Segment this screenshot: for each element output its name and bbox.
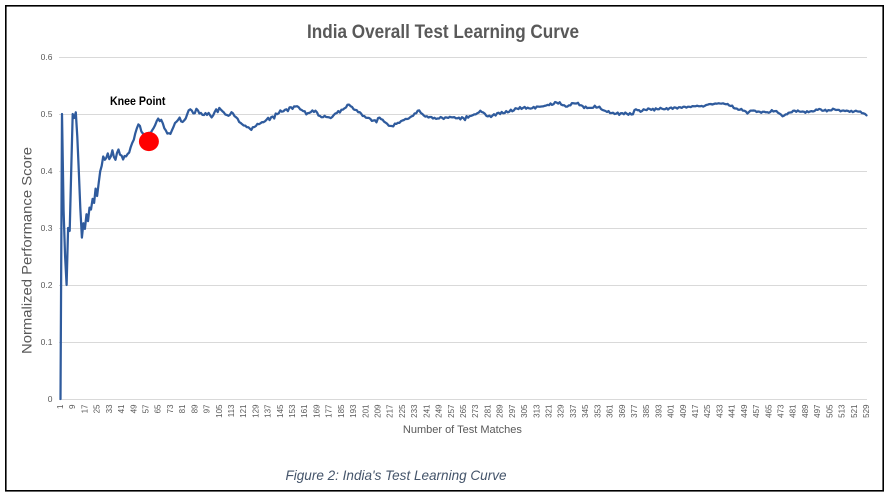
svg-text:17: 17	[80, 404, 89, 413]
svg-text:0.2: 0.2	[41, 280, 53, 290]
svg-text:265: 265	[459, 404, 468, 418]
svg-text:465: 465	[764, 404, 773, 418]
svg-text:89: 89	[190, 404, 199, 413]
svg-text:0.5: 0.5	[41, 109, 53, 119]
svg-text:345: 345	[581, 404, 590, 418]
svg-text:0.3: 0.3	[41, 223, 53, 233]
svg-text:201: 201	[361, 404, 370, 418]
svg-text:497: 497	[813, 404, 822, 418]
svg-text:0.6: 0.6	[41, 52, 53, 62]
svg-text:305: 305	[520, 404, 529, 418]
svg-text:377: 377	[630, 404, 639, 418]
svg-text:337: 337	[569, 404, 578, 418]
svg-text:529: 529	[862, 404, 871, 418]
svg-text:209: 209	[374, 404, 383, 418]
svg-text:137: 137	[264, 404, 273, 418]
svg-text:145: 145	[276, 404, 285, 418]
svg-text:121: 121	[239, 404, 248, 418]
svg-text:329: 329	[557, 404, 566, 418]
svg-text:473: 473	[777, 404, 786, 418]
svg-text:105: 105	[215, 404, 224, 418]
svg-text:233: 233	[410, 404, 419, 418]
svg-text:401: 401	[667, 404, 676, 418]
svg-text:521: 521	[850, 404, 859, 418]
svg-text:25: 25	[93, 404, 102, 413]
svg-text:193: 193	[349, 404, 358, 418]
svg-text:489: 489	[801, 404, 810, 418]
svg-text:441: 441	[728, 404, 737, 418]
svg-text:249: 249	[435, 404, 444, 418]
svg-text:0.4: 0.4	[41, 166, 53, 176]
svg-text:257: 257	[447, 404, 456, 418]
svg-text:129: 129	[251, 404, 260, 418]
svg-text:Knee Point: Knee Point	[110, 94, 166, 108]
svg-text:281: 281	[483, 404, 492, 418]
svg-text:417: 417	[691, 404, 700, 418]
svg-text:425: 425	[703, 404, 712, 418]
svg-text:369: 369	[618, 404, 627, 418]
svg-text:241: 241	[422, 404, 431, 418]
svg-text:0: 0	[48, 394, 53, 404]
svg-text:185: 185	[337, 404, 346, 418]
svg-text:153: 153	[288, 404, 297, 418]
svg-text:97: 97	[203, 404, 212, 413]
svg-text:Figure 2: India's Test Learnin: Figure 2: India's Test Learning Curve	[286, 467, 507, 483]
svg-text:217: 217	[386, 404, 395, 418]
svg-text:513: 513	[838, 404, 847, 418]
svg-text:289: 289	[496, 404, 505, 418]
svg-text:113: 113	[227, 404, 236, 417]
svg-text:457: 457	[752, 404, 761, 418]
svg-text:481: 481	[789, 404, 798, 418]
svg-text:297: 297	[508, 404, 517, 418]
svg-text:81: 81	[178, 404, 187, 413]
svg-text:393: 393	[654, 404, 663, 418]
svg-text:Normalized Performance Score: Normalized Performance Score	[19, 147, 34, 354]
svg-text:0.1: 0.1	[41, 337, 53, 347]
svg-text:313: 313	[532, 404, 541, 418]
svg-text:49: 49	[129, 404, 138, 413]
svg-text:9: 9	[68, 404, 77, 409]
svg-text:65: 65	[154, 404, 163, 413]
svg-text:161: 161	[300, 404, 309, 418]
svg-text:409: 409	[679, 404, 688, 418]
svg-text:353: 353	[593, 404, 602, 418]
svg-text:41: 41	[117, 404, 126, 413]
svg-text:385: 385	[642, 404, 651, 418]
svg-text:449: 449	[740, 404, 749, 418]
svg-text:177: 177	[325, 404, 334, 418]
svg-text:505: 505	[825, 404, 834, 418]
svg-text:33: 33	[105, 404, 114, 413]
svg-text:225: 225	[398, 404, 407, 418]
svg-text:169: 169	[313, 404, 322, 418]
svg-text:73: 73	[166, 404, 175, 413]
svg-text:Number of Test Matches: Number of Test Matches	[403, 424, 522, 436]
svg-text:321: 321	[545, 404, 554, 418]
svg-text:273: 273	[471, 404, 480, 418]
svg-text:433: 433	[715, 404, 724, 418]
svg-text:57: 57	[142, 404, 151, 413]
svg-text:India Overall Test Learning Cu: India Overall Test Learning Curve	[307, 22, 579, 43]
svg-text:1: 1	[56, 404, 65, 409]
svg-text:361: 361	[606, 404, 615, 418]
